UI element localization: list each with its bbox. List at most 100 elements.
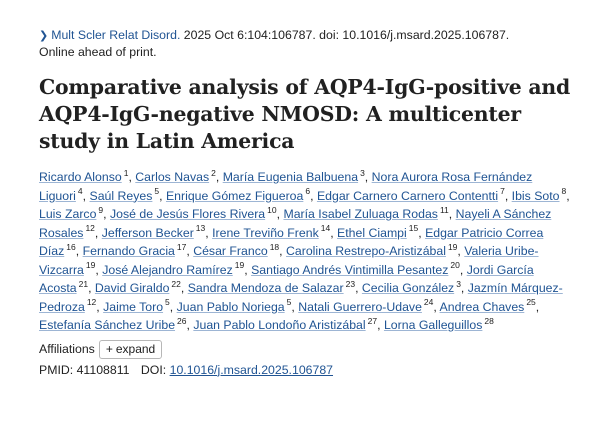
affiliation-number[interactable]: 14	[320, 223, 331, 234]
affiliation-number[interactable]: 15	[408, 223, 419, 234]
affiliation-number[interactable]: 19	[447, 241, 458, 252]
affiliations-label: Affiliations	[39, 342, 95, 356]
author-item: Saúl Reyes 5	[89, 186, 160, 203]
affiliation-number[interactable]: 18	[269, 241, 280, 252]
affiliation-number[interactable]: 8	[561, 186, 567, 197]
author-link[interactable]: Saúl Reyes	[89, 188, 153, 203]
author-link[interactable]: María Eugenia Balbuena	[222, 170, 359, 184]
affiliation-number[interactable]: 17	[176, 241, 187, 252]
author-item: Jaime Toro 5	[103, 297, 170, 314]
affiliation-number[interactable]: 26	[177, 315, 187, 326]
author-link[interactable]: Valeria Uribe-Vizcarra	[39, 244, 539, 277]
author-item: Luis Zarco 9	[39, 204, 104, 221]
author-item: Fernando Gracia 17	[82, 241, 187, 258]
author-link[interactable]: Fernando Gracia	[82, 244, 175, 258]
author-item: Sandra Mendoza de Salazar 23	[187, 278, 356, 295]
author-link[interactable]: Santiago Andrés Vintimilla Pesantez	[251, 262, 449, 277]
author-link[interactable]: Edgar Patricio Correa Díaz	[39, 225, 544, 259]
author-link[interactable]: Carlos Navas	[135, 170, 210, 184]
author-link[interactable]: María Isabel Zuluaga Rodas	[283, 207, 438, 221]
author-link[interactable]: Enrique Gómez Figueroa	[165, 188, 304, 203]
affiliation-number[interactable]: 5	[165, 297, 170, 308]
affiliation-number[interactable]: 5	[154, 186, 160, 197]
author-link[interactable]: José Alejandro Ramírez	[102, 262, 233, 277]
affiliation-number[interactable]: 27	[367, 315, 378, 326]
affiliation-number[interactable]: 10	[267, 204, 277, 215]
affiliations-row: Affiliations + expand	[39, 339, 578, 359]
affiliation-number[interactable]: 9	[98, 204, 104, 215]
affiliation-number[interactable]: 22	[171, 278, 181, 289]
affiliation-number[interactable]: 28	[484, 315, 494, 326]
affiliation-number[interactable]: 12	[85, 223, 95, 234]
affiliation-number[interactable]: 3	[360, 167, 365, 178]
author-link[interactable]: Sandra Mendoza de Salazar	[187, 281, 344, 295]
author-item: César Franco 18	[193, 241, 280, 258]
author-link[interactable]: Lorna Galleguillos	[383, 318, 483, 332]
affiliation-number[interactable]: 21	[78, 278, 89, 289]
chevron-right-icon[interactable]: ❯	[39, 30, 49, 42]
author-item: Juan Pablo Noriega 5	[176, 297, 292, 314]
affiliation-number[interactable]: 25	[526, 297, 536, 308]
affiliation-number[interactable]: 4	[77, 186, 83, 197]
author-link[interactable]: Cecilia González	[361, 281, 455, 295]
affiliation-number[interactable]: 3	[456, 278, 461, 289]
affiliation-number[interactable]: 24	[423, 297, 434, 308]
affiliation-number[interactable]: 11	[439, 204, 449, 215]
article-identifiers: PMID: 41108811 DOI: 10.1016/j.msard.2025…	[39, 361, 578, 379]
author-link[interactable]: José de Jesús Flores Rivera	[110, 207, 266, 221]
author-item: Enrique Gómez Figueroa 6	[165, 186, 311, 203]
pmid-value: 41108811	[76, 362, 130, 377]
author-link[interactable]: Ethel Ciampi	[337, 225, 407, 240]
author-link[interactable]: Jaime Toro	[103, 299, 164, 314]
author-link[interactable]: Jordi García Acosta	[39, 262, 534, 296]
author-link[interactable]: Ricardo Alonso	[39, 170, 122, 184]
affiliation-number[interactable]: 1	[123, 167, 129, 178]
author-link[interactable]: Carolina Restrepo-Aristizábal	[286, 244, 446, 258]
author-item: Lorna Galleguillos 28	[383, 315, 494, 332]
author-item: Ricardo Alonso 1	[39, 167, 129, 184]
author-link[interactable]: Edgar Carnero Carnero Contentti	[316, 188, 499, 203]
affiliation-number[interactable]: 13	[195, 223, 206, 234]
author-item: Edgar Carnero Carnero Contentti 7	[316, 186, 505, 203]
author-link[interactable]: David Giraldo	[94, 281, 170, 295]
author-link[interactable]: Ibis Soto	[511, 188, 560, 203]
affiliation-number[interactable]: 19	[85, 260, 96, 271]
author-link[interactable]: Nayeli A Sánchez Rosales	[39, 207, 552, 240]
doi-label: DOI:	[140, 362, 167, 377]
author-link[interactable]: César Franco	[193, 244, 268, 258]
author-item: Cecilia González 3	[361, 278, 461, 295]
author-link[interactable]: Andrea Chaves	[439, 299, 525, 314]
journal-link[interactable]: Mult Scler Relat Disord.	[51, 28, 181, 42]
citation-details: 2025 Oct 6:104:106787. doi: 10.1016/j.ms…	[180, 28, 510, 42]
expand-affiliations-button[interactable]: + expand	[98, 339, 163, 359]
affiliation-number[interactable]: 23	[345, 278, 356, 289]
author-item: Ibis Soto 8	[511, 186, 567, 203]
affiliation-number[interactable]: 5	[286, 297, 292, 308]
author-link[interactable]: Nora Aurora Rosa Fernández Liguori	[39, 170, 533, 203]
author-item: Santiago Andrés Vintimilla Pesantez 20	[251, 260, 460, 277]
author-link[interactable]: Estefanía Sánchez Uribe	[39, 318, 176, 332]
author-item: María Eugenia Balbuena 3	[222, 167, 365, 184]
author-item: Andrea Chaves 25	[439, 297, 536, 314]
affiliation-number[interactable]: 6	[305, 186, 311, 197]
author-link[interactable]: Juan Pablo Noriega	[176, 299, 285, 314]
author-item: David Giraldo 22	[94, 278, 181, 295]
affiliation-number[interactable]: 20	[450, 260, 460, 271]
author-item: Edgar Patricio Correa Díaz 16	[39, 226, 543, 259]
doi-link[interactable]: 10.1016/j.msard.2025.106787	[169, 362, 334, 377]
author-link[interactable]: Jefferson Becker	[101, 225, 194, 240]
author-link[interactable]: Jazmín Márquez-Pedroza	[39, 281, 563, 314]
plus-icon: +	[105, 341, 113, 356]
author-link[interactable]: Luis Zarco	[39, 207, 97, 221]
author-link[interactable]: Natali Guerrero-Udave	[298, 299, 422, 314]
affiliation-number[interactable]: 19	[234, 260, 245, 271]
author-link[interactable]: Irene Treviño Frenk	[212, 225, 319, 240]
affiliation-number[interactable]: 2	[211, 167, 216, 178]
author-item: José de Jesús Flores Rivera 10	[110, 204, 277, 221]
affiliation-number[interactable]: 12	[86, 297, 97, 308]
author-item: Estefanía Sánchez Uribe 26	[39, 315, 187, 332]
affiliation-number[interactable]: 16	[66, 241, 76, 252]
author-link[interactable]: Juan Pablo Londoño Aristizábal	[193, 318, 366, 332]
affiliation-number[interactable]: 7	[500, 186, 505, 197]
